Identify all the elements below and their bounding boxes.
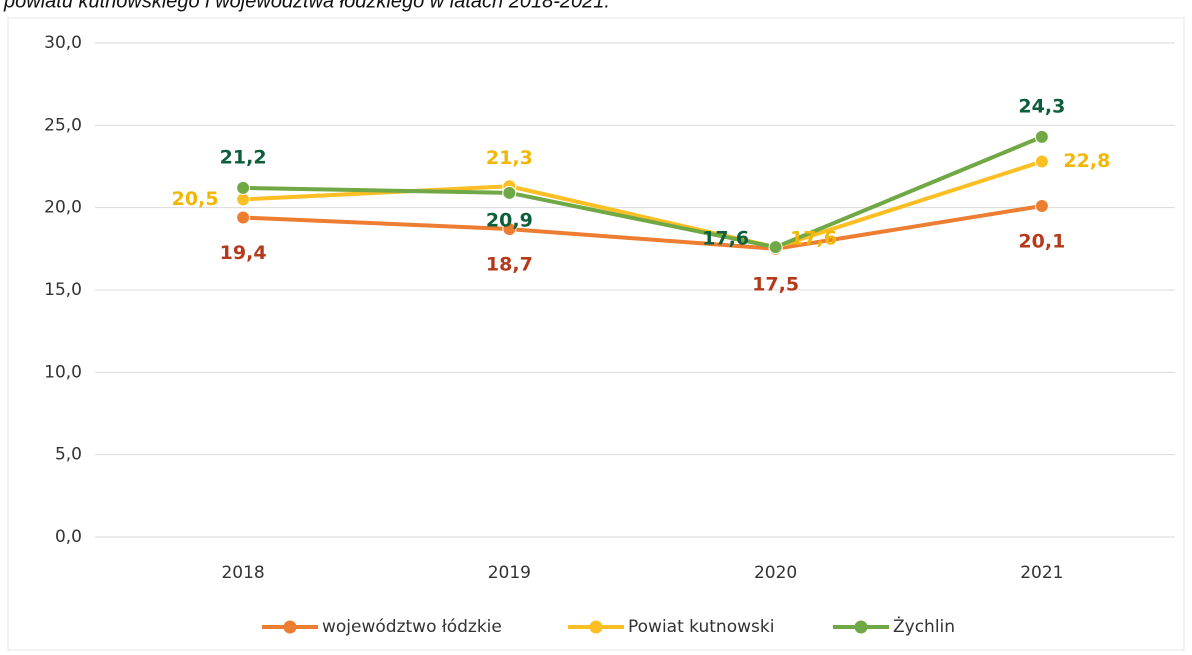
y-tick-label: 15,0 (44, 280, 82, 300)
data-point (1034, 129, 1049, 144)
x-tick-label: 2018 (221, 563, 264, 583)
y-tick-label: 20,0 (44, 198, 82, 218)
y-tick-label: 0,0 (55, 527, 82, 547)
data-point (768, 240, 783, 255)
y-tick-label: 5,0 (55, 445, 82, 465)
data-label: 21,3 (486, 147, 533, 169)
data-label: 17,6 (702, 228, 749, 250)
x-tick-label: 2020 (754, 563, 797, 583)
series-line (243, 135, 1043, 250)
data-point (502, 185, 517, 200)
chart-frame (7, 17, 1185, 651)
data-label: 20,9 (486, 209, 533, 231)
y-tick-label: 30,0 (44, 33, 82, 53)
data-point (236, 210, 251, 225)
data-label: 17,6 (790, 228, 837, 250)
data-label: 20,5 (172, 188, 219, 210)
legend-marker (589, 620, 603, 634)
legend-marker (283, 620, 297, 634)
x-tick-label: 2021 (1020, 563, 1063, 583)
chart-title: powiatu kutnowskiego i województwa łódzk… (3, 0, 610, 12)
data-point (1034, 154, 1049, 169)
data-label: 22,8 (1063, 150, 1110, 172)
data-label: 19,4 (220, 242, 267, 264)
legend-label: województwo łódzkie (322, 617, 502, 637)
y-tick-label: 10,0 (44, 362, 82, 382)
x-tick-label: 2019 (488, 563, 531, 583)
data-label: 17,5 (752, 273, 799, 295)
legend-label: Żychlin (893, 616, 955, 637)
data-label: 18,7 (486, 254, 533, 276)
data-label: 20,1 (1018, 231, 1065, 253)
series-line (243, 204, 1043, 251)
data-point (502, 222, 517, 237)
y-tick-label: 25,0 (44, 115, 82, 135)
series-line (243, 159, 1043, 250)
data-point (1034, 199, 1049, 214)
legend-label: Powiat kutnowski (628, 617, 774, 637)
data-label: 21,2 (220, 146, 267, 168)
data-label: 24,3 (1018, 95, 1065, 117)
legend-marker (854, 620, 868, 634)
data-point (236, 180, 251, 195)
